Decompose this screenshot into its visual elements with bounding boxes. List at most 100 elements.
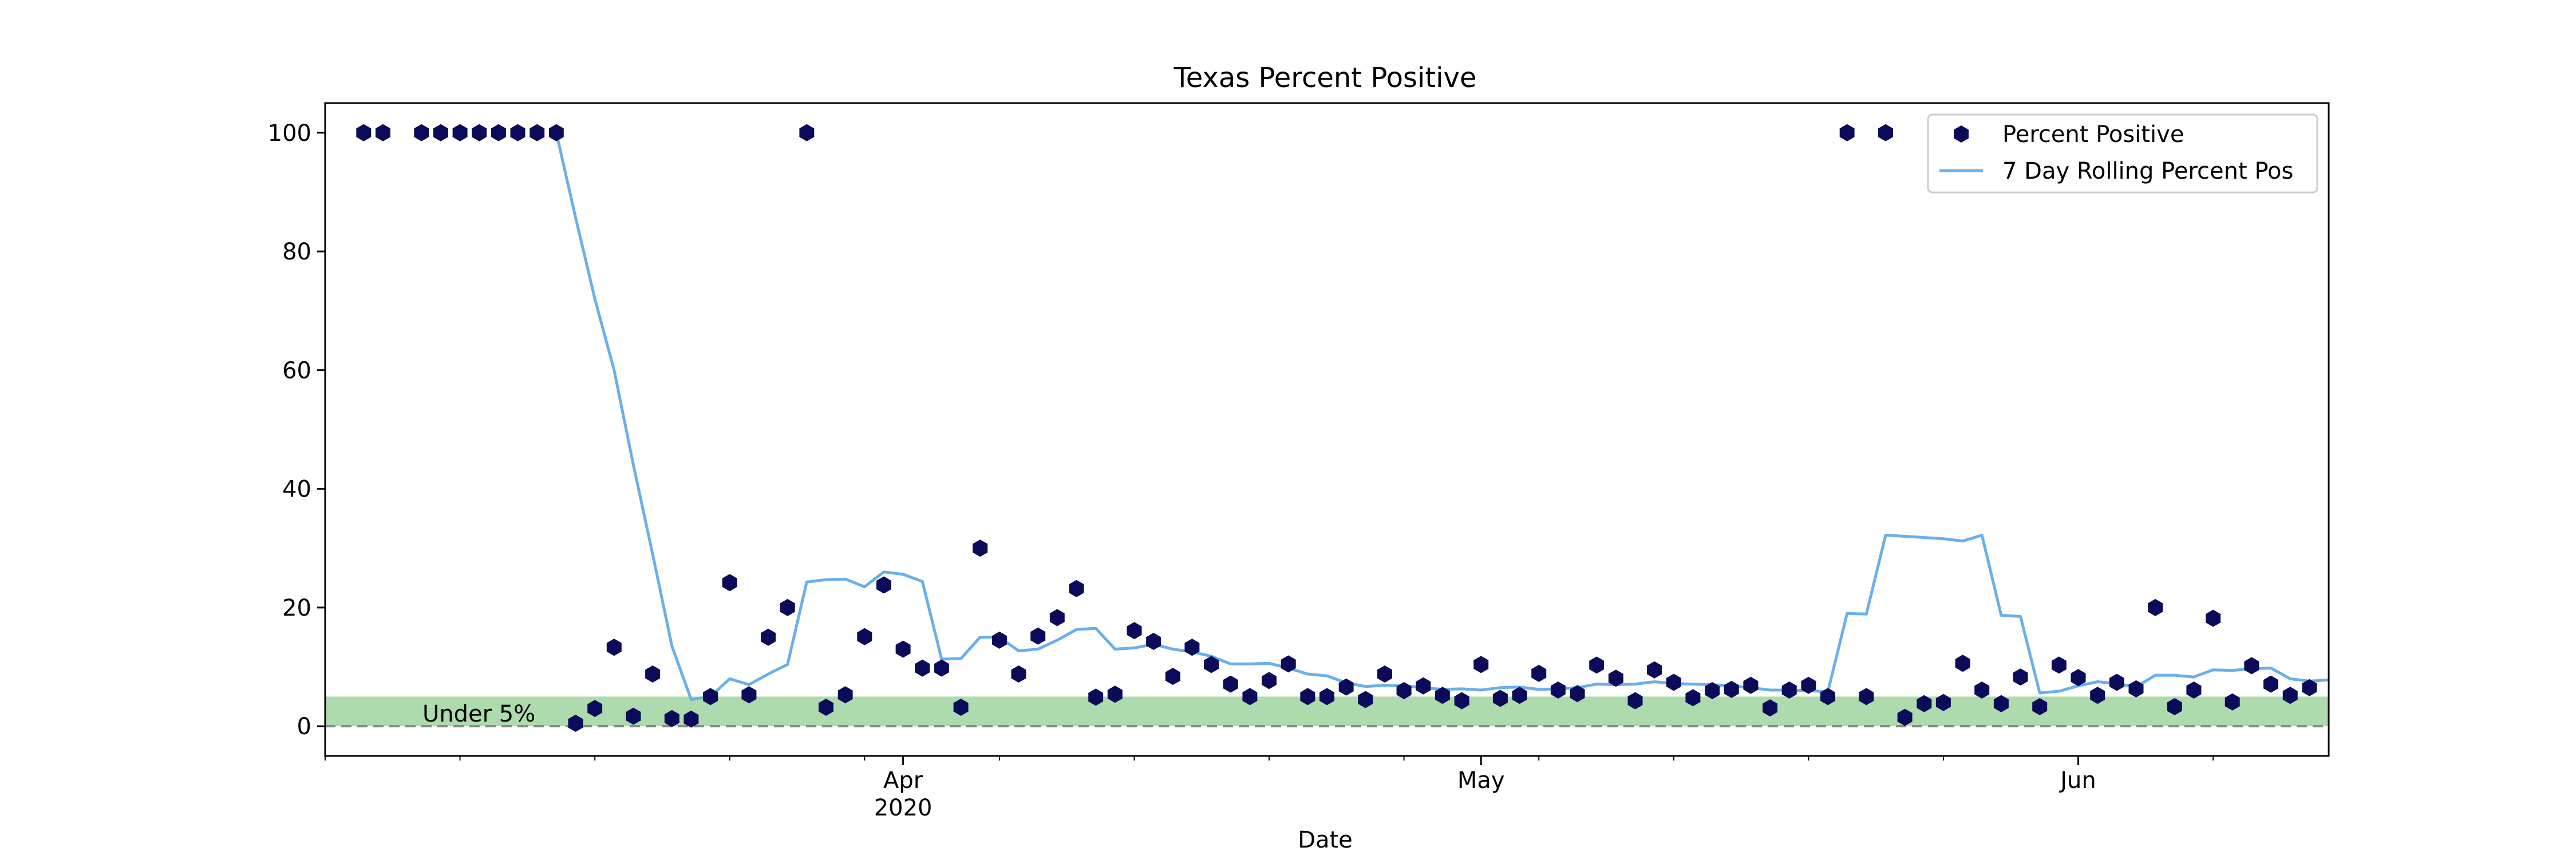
plot-frame bbox=[324, 102, 2330, 757]
percent-positive-point bbox=[1049, 609, 1065, 626]
percent-positive-point bbox=[1127, 622, 1142, 640]
percent-positive-point bbox=[722, 574, 737, 592]
percent-positive-point bbox=[587, 700, 603, 718]
percent-positive-point bbox=[414, 124, 429, 141]
percent-positive-point bbox=[2186, 681, 2202, 699]
x-tick-label: Jun bbox=[2059, 767, 2096, 794]
percent-positive-point bbox=[1262, 672, 1277, 689]
chart-title: Texas Percent Positive bbox=[1174, 62, 1477, 94]
percent-positive-point bbox=[1300, 688, 1315, 706]
y-axis: 0 20 40 60 80 100 bbox=[268, 120, 325, 740]
percent-positive-point bbox=[761, 628, 776, 646]
percent-positive-point bbox=[1204, 656, 1219, 673]
percent-positive-point bbox=[1685, 689, 1701, 707]
percent-positive-point bbox=[2109, 673, 2124, 691]
percent-positive-point bbox=[2225, 693, 2240, 711]
percent-positive-point bbox=[1492, 689, 1508, 707]
percent-positive-point bbox=[1011, 665, 1026, 683]
percent-positive-point bbox=[683, 710, 699, 728]
percent-positive-point bbox=[376, 124, 390, 141]
percent-positive-point bbox=[876, 576, 891, 594]
percent-positive-point bbox=[1088, 688, 1104, 706]
percent-positive-point bbox=[799, 124, 815, 141]
percent-positive-point bbox=[1531, 664, 1547, 682]
percent-positive-point bbox=[1627, 692, 1643, 710]
percent-positive-point bbox=[645, 665, 661, 683]
percent-positive-point bbox=[1416, 677, 1431, 695]
percent-positive-point bbox=[1917, 695, 1932, 712]
legend-label-percent-positive: Percent Positive bbox=[2002, 121, 2184, 148]
percent-positive-point bbox=[2206, 609, 2221, 627]
percent-positive-point bbox=[1839, 124, 1855, 141]
percent-positive-point bbox=[2263, 675, 2278, 693]
percent-positive-point bbox=[1223, 675, 1238, 693]
percent-positive-point bbox=[857, 628, 872, 645]
percent-positive-point bbox=[1338, 678, 1354, 696]
y-tick-label: 20 bbox=[282, 595, 311, 621]
percent-positive-point bbox=[1069, 580, 1084, 597]
percent-positive-point bbox=[356, 124, 372, 141]
legend-label-rolling: 7 Day Rolling Percent Pos bbox=[2002, 158, 2293, 184]
percent-positive-point bbox=[2013, 668, 2028, 686]
percent-positive-point bbox=[1030, 627, 1046, 645]
percent-positive-point bbox=[1358, 691, 1373, 708]
percent-positive-point bbox=[1705, 682, 1720, 699]
percent-positive-point bbox=[991, 631, 1007, 649]
percent-positive-point bbox=[1146, 633, 1161, 650]
y-tick-label: 60 bbox=[282, 357, 311, 384]
percent-positive-point bbox=[2148, 598, 2163, 616]
percent-positive-point bbox=[568, 715, 583, 732]
percent-positive-point bbox=[703, 688, 718, 706]
percent-positive-point bbox=[2071, 669, 2086, 687]
legend: Percent Positive 7 Day Rolling Percent Po… bbox=[1927, 113, 2318, 194]
legend-point-swatch bbox=[1954, 125, 1969, 143]
percent-positive-point bbox=[664, 710, 679, 727]
percent-positive-point bbox=[1859, 688, 1874, 706]
percent-positive-point bbox=[1377, 665, 1392, 683]
percent-positive-point bbox=[1647, 661, 1662, 679]
percent-positive-point bbox=[953, 699, 969, 716]
percent-positive-point bbox=[1993, 695, 2009, 712]
percent-positive-point bbox=[837, 686, 853, 704]
x-tick-label: Apr bbox=[883, 767, 923, 794]
y-tick-label: 0 bbox=[297, 714, 311, 740]
percent-positive-point bbox=[1608, 669, 1623, 687]
percent-positive-point bbox=[1454, 692, 1469, 710]
percent-positive-point bbox=[606, 639, 622, 656]
y-tick-label: 100 bbox=[268, 120, 311, 147]
percent-positive-point bbox=[1512, 687, 1527, 704]
percent-positive-point bbox=[2244, 657, 2259, 675]
percent-positive-point bbox=[1165, 668, 1180, 685]
percent-positive-point bbox=[1396, 682, 1412, 699]
percent-positive-point bbox=[895, 640, 911, 658]
percent-positive-point bbox=[491, 124, 506, 141]
percent-positive-point bbox=[1724, 680, 1739, 698]
percent-positive-point bbox=[2128, 680, 2144, 698]
percent-positive-point bbox=[1955, 655, 1970, 672]
percent-positive-point bbox=[1107, 685, 1123, 703]
percent-positive-point bbox=[1935, 693, 1951, 711]
x-tick-label: May bbox=[1457, 767, 1505, 794]
percent-positive-point bbox=[530, 124, 545, 141]
x-axis-label: Date bbox=[1298, 827, 1353, 853]
y-tick-label: 40 bbox=[282, 476, 311, 503]
percent-positive-point bbox=[626, 707, 641, 725]
percent-positive-point bbox=[1820, 688, 1835, 706]
percent-positive-point bbox=[2282, 687, 2298, 704]
percent-positive-point bbox=[1897, 708, 1913, 726]
percent-positive-point bbox=[452, 124, 468, 141]
percent-positive-point bbox=[1550, 681, 1566, 699]
percent-positive-point bbox=[1319, 688, 1334, 706]
percent-positive-point bbox=[1242, 688, 1258, 706]
percent-positive-point bbox=[934, 659, 949, 677]
percent-positive-point bbox=[1435, 687, 1450, 704]
percent-positive-point bbox=[2302, 679, 2317, 696]
percent-positive-point bbox=[1473, 656, 1489, 673]
percent-positive-point bbox=[510, 124, 526, 141]
percent-positive-point bbox=[433, 124, 448, 141]
percent-positive-point bbox=[1666, 673, 1681, 691]
percent-positive-point bbox=[548, 124, 564, 141]
percent-positive-point bbox=[1781, 681, 1797, 699]
